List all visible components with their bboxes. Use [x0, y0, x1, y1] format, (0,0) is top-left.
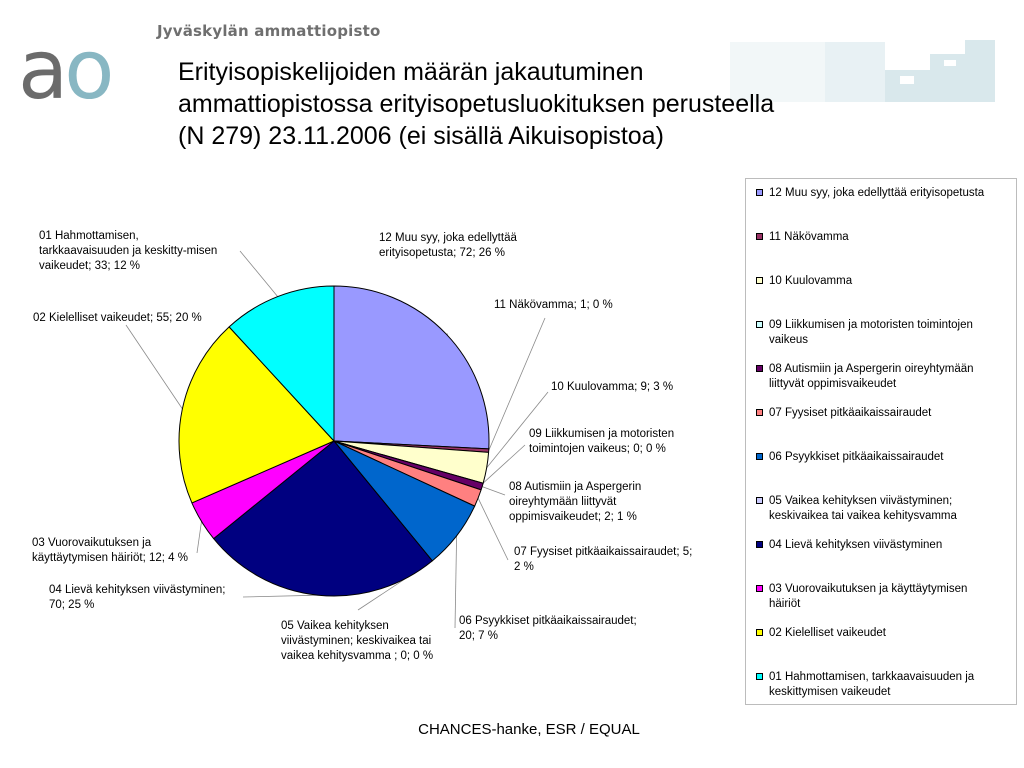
leader-line: [488, 317, 546, 451]
legend-label: 01 Hahmottamisen, tarkkaavaisuuden ja: [769, 671, 975, 683]
legend-swatch: [756, 365, 763, 372]
legend-item: 08 Autismiin ja Aspergerin oireyhtymään l…: [756, 362, 1014, 392]
legend-label: 05 Vaikea kehityksen viivästyminen;: [769, 495, 953, 507]
legend-label: 06 Psyykkiset pitkäaikaissairaudet: [769, 451, 944, 463]
legend-item: 04 Lievä kehityksen viivästyminen: [756, 538, 1014, 553]
legend-swatch: [756, 189, 763, 196]
legend-item: 06 Psyykkiset pitkäaikaissairaudet: [756, 450, 1014, 465]
legend-label: 09 Liikkumisen ja motoristen toimintojen: [769, 319, 973, 331]
pie-data-label: 02 Kielelliset vaikeudet; 55; 20 %: [33, 312, 202, 324]
pie-data-label: 10 Kuulovamma; 9; 3 %: [551, 381, 673, 393]
legend-item: 01 Hahmottamisen, tarkkaavaisuuden ja kes…: [756, 670, 1014, 700]
legend-item: 07 Fyysiset pitkäaikaissairaudet: [756, 406, 1014, 421]
pie-chart: 12 Muu syy, joka edellyttää erityisopetus…: [32, 230, 692, 662]
pie-data-label: 04 Lievä kehityksen viivästyminen; 70; 25…: [49, 584, 225, 611]
legend-swatch: [756, 673, 763, 680]
legend-label: 03 Vuorovaikutuksen ja käyttäytymisen: [769, 583, 968, 595]
leader-line: [477, 497, 509, 561]
leader-line: [454, 535, 457, 629]
leader-line: [486, 391, 549, 469]
legend-item: 02 Kielelliset vaikeudet: [756, 626, 1014, 641]
pie-data-label: 12 Muu syy, joka edellyttää erityisopetus…: [379, 232, 517, 259]
legend-swatch: [756, 321, 763, 328]
legend-label: liittyvät oppimisvaikeudet: [769, 378, 897, 390]
footer-credit: CHANCES-hanke, ESR / EQUAL: [418, 721, 640, 738]
svg-text:ao: ao: [18, 30, 110, 110]
pie-slices: [178, 285, 490, 597]
pie-slice: [333, 285, 490, 450]
legend-item: 05 Vaikea kehityksen viivästyminen; keski…: [756, 494, 1014, 524]
pie-data-label: 09 Liikkumisen ja motoristen toimintojen …: [529, 428, 674, 455]
pie-data-label: 05 Vaikea kehityksen viivästyminen; keski…: [281, 620, 433, 662]
legend-label: 02 Kielelliset vaikeudet: [769, 627, 886, 639]
legend-label: keskittymisen vaikeudet: [769, 686, 891, 698]
ao-logo: ao: [18, 30, 114, 110]
legend-swatch: [756, 541, 763, 548]
pie-data-label: 06 Psyykkiset pitkäaikaissairaudet; 20; 7…: [459, 615, 637, 642]
legend-label: 04 Lievä kehityksen viivästyminen: [769, 539, 943, 551]
pie-slice: [178, 326, 335, 504]
slide-title: Erityisopiskelijoiden määrän jakautumine…: [178, 56, 878, 152]
legend-swatch: [756, 497, 763, 504]
legend-swatch: [756, 585, 763, 592]
legend-swatch: [756, 629, 763, 636]
legend-label: 07 Fyysiset pitkäaikaissairaudet: [769, 407, 932, 419]
pie-data-labels: 12 Muu syy, joka edellyttää erityisopetus…: [32, 230, 692, 662]
pie-leader-lines: [125, 250, 549, 629]
legend-swatch: [756, 409, 763, 416]
pie-data-label: 01 Hahmottamisen, tarkkaavaisuuden ja kes…: [39, 230, 217, 272]
organization-name: Jyväskylän ammattiopisto: [157, 22, 381, 40]
legend-item: 12 Muu syy, joka edellyttää erityisopetu…: [756, 186, 1014, 201]
title-line-3: (N 279) 23.11.2006 (ei sisällä Aikuisopi…: [178, 122, 664, 150]
title-line-1: Erityisopiskelijoiden määrän jakautumine…: [178, 58, 644, 86]
legend-label: vaikeus: [769, 334, 808, 346]
leader-line: [242, 594, 319, 598]
pie-slice: [213, 440, 433, 597]
legend-label: 08 Autismiin ja Aspergerin oireyhtymään: [769, 363, 974, 375]
leader-line: [125, 324, 183, 410]
leader-line: [196, 521, 202, 554]
legend-label: 10 Kuulovamma: [769, 275, 853, 287]
pie-data-label: 07 Fyysiset pitkäaikaissairaudet; 5; 2 %: [514, 546, 692, 573]
legend-item: 11 Näkövamma: [756, 230, 1014, 245]
pie-slice: [228, 285, 335, 442]
chart-legend: 12 Muu syy, joka edellyttää erityisopetu…: [745, 178, 1017, 705]
title-line-2: ammattiopistossa erityisopetusluokitukse…: [178, 90, 775, 118]
decorative-steps-graphic: [730, 40, 995, 102]
legend-label: 11 Näkövamma: [769, 231, 849, 243]
legend-item: 10 Kuulovamma: [756, 274, 1014, 289]
legend-label: häiriöt: [769, 598, 801, 610]
pie-data-label: 08 Autismiin ja Aspergerin oireyhtymään l…: [509, 481, 641, 523]
legend-item: 03 Vuorovaikutuksen ja käyttäytymisen häi…: [756, 582, 1014, 612]
leader-line: [239, 250, 279, 297]
legend-swatch: [756, 453, 763, 460]
pie-data-label: 11 Näkövamma; 1; 0 %: [494, 299, 613, 311]
pie-data-label: 03 Vuorovaikutuksen ja käyttäytymisen häi…: [32, 537, 188, 564]
legend-swatch: [756, 277, 763, 284]
leader-line: [482, 486, 506, 496]
leader-line: [482, 444, 526, 484]
legend-item: 09 Liikkumisen ja motoristen toimintojen…: [756, 318, 1014, 348]
legend-label: 12 Muu syy, joka edellyttää erityisopetu…: [769, 187, 985, 199]
legend-swatch: [756, 233, 763, 240]
legend-label: keskivaikea tai vaikea kehitysvamma: [769, 510, 957, 522]
